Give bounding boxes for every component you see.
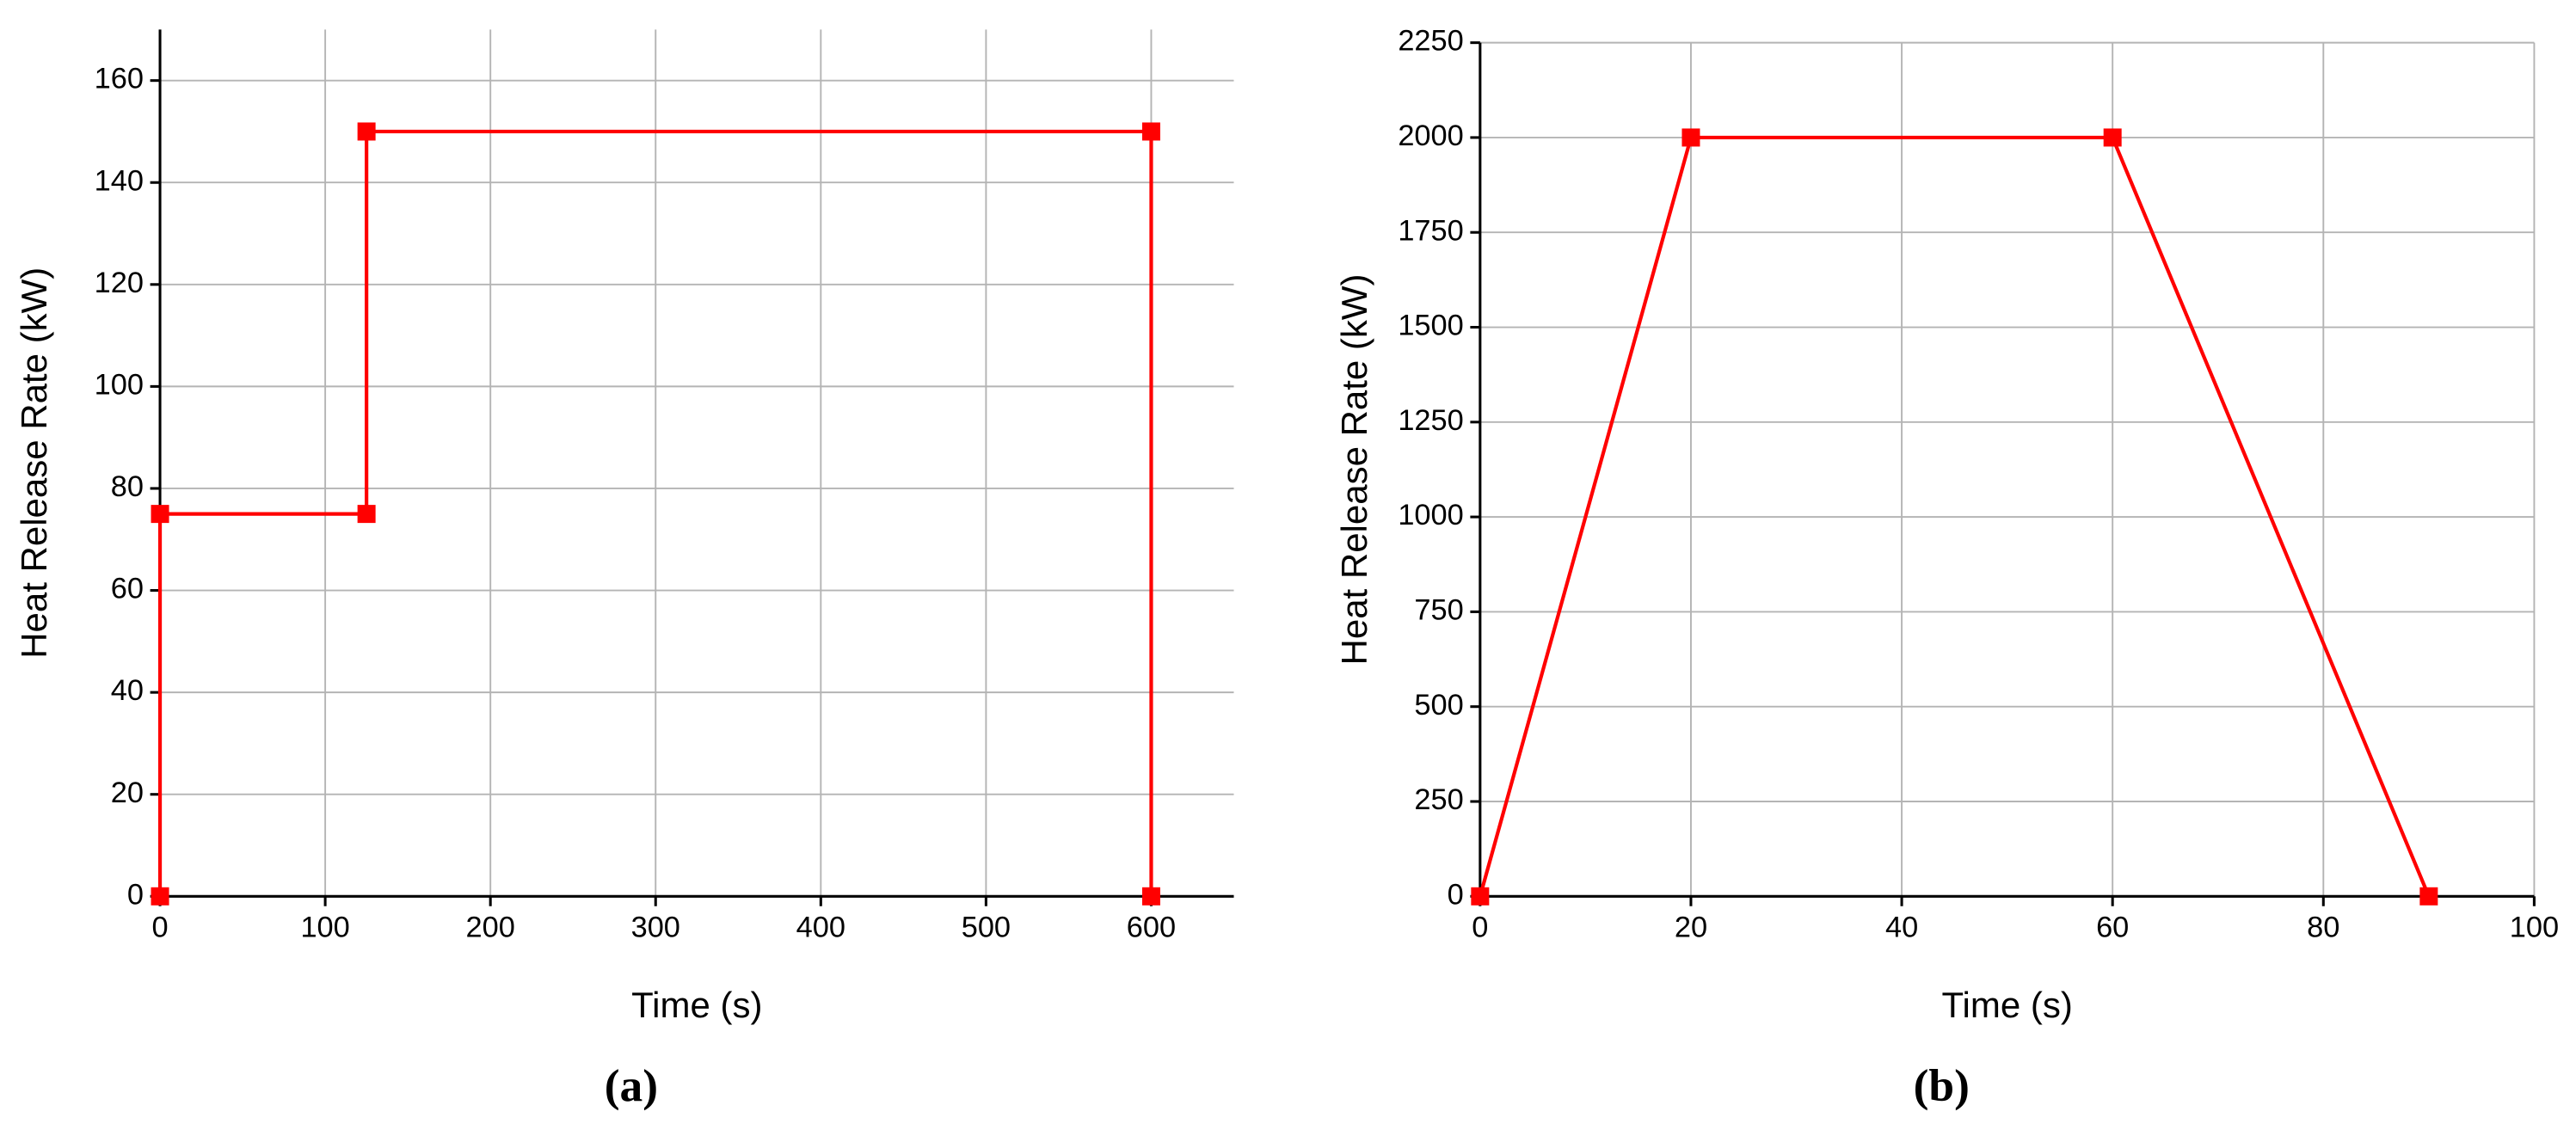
panel-label: (a) — [605, 1059, 658, 1111]
y-tick-label: 1750 — [1398, 214, 1463, 247]
x-tick-label: 60 — [2096, 912, 2129, 944]
marker — [151, 887, 169, 906]
x-tick-label: 20 — [1675, 912, 1707, 944]
x-tick-label: 80 — [2307, 912, 2339, 944]
y-tick-label: 1500 — [1398, 310, 1463, 342]
y-tick-label: 2250 — [1398, 25, 1463, 58]
x-tick-label: 40 — [1885, 912, 1918, 944]
x-tick-label: 300 — [631, 912, 680, 944]
y-axis-title: Heat Release Rate (kW) — [1334, 273, 1374, 665]
y-tick-label: 1000 — [1398, 499, 1463, 531]
y-tick-label: 160 — [95, 63, 144, 95]
x-axis-title: Time (s) — [1941, 985, 2072, 1025]
y-axis-title: Heat Release Rate (kW) — [14, 267, 54, 659]
y-tick-label: 0 — [127, 878, 144, 911]
y-tick-label: 500 — [1414, 689, 1463, 722]
y-tick-label: 80 — [111, 470, 144, 503]
marker — [151, 505, 169, 524]
x-tick-label: 200 — [466, 912, 515, 944]
x-tick-label: 100 — [300, 912, 349, 944]
marker — [357, 505, 376, 524]
marker — [1141, 122, 1160, 141]
x-axis-title: Time (s) — [631, 985, 762, 1025]
marker — [357, 122, 376, 141]
marker — [2103, 128, 2122, 147]
panel: 0 20 40 60 80 100 120 140 160 0 100 200 300 400 500 600… — [14, 29, 1234, 1111]
marker — [2419, 887, 2438, 906]
series-line — [157, 129, 1153, 897]
marker — [1471, 887, 1490, 906]
y-tick-label: 2000 — [1398, 120, 1463, 152]
panel: 0 250 500 750 1000 1250 1500 1750 2000 2250 0 20 40 6… — [1334, 25, 2559, 1111]
y-tick-label: 120 — [95, 267, 144, 299]
marker — [1681, 128, 1700, 147]
y-tick-label: 40 — [111, 674, 144, 707]
x-tick-label: 0 — [151, 912, 168, 944]
series-line — [1478, 135, 2431, 898]
x-tick-label: 600 — [1127, 912, 1176, 944]
y-tick-label: 1250 — [1398, 404, 1463, 437]
y-tick-label: 60 — [111, 573, 144, 605]
marker — [1141, 887, 1160, 906]
y-tick-label: 250 — [1414, 783, 1463, 816]
y-tick-label: 20 — [111, 777, 144, 809]
panel-label: (b) — [1914, 1059, 1970, 1111]
y-tick-label: 140 — [95, 164, 144, 197]
x-tick-label: 100 — [2510, 912, 2559, 944]
y-tick-label: 750 — [1414, 593, 1463, 626]
y-tick-label: 0 — [1448, 878, 1464, 911]
x-tick-label: 500 — [962, 912, 1011, 944]
y-tick-label: 100 — [95, 368, 144, 401]
x-tick-label: 400 — [796, 912, 845, 944]
x-tick-label: 0 — [1472, 912, 1488, 944]
